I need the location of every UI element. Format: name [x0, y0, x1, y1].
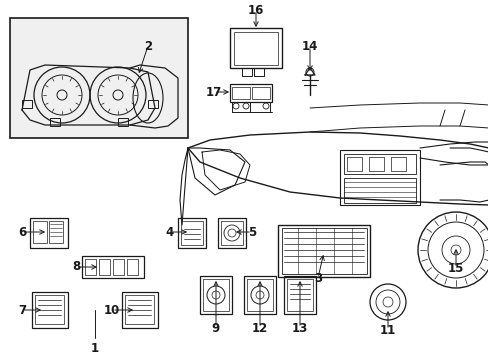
- Bar: [253, 68, 264, 76]
- Bar: [127, 259, 138, 275]
- Bar: [30, 218, 68, 248]
- Bar: [368, 157, 383, 171]
- Text: 9: 9: [211, 321, 220, 334]
- Bar: [229, 28, 282, 68]
- Bar: [246, 279, 272, 311]
- Bar: [22, 100, 32, 108]
- Text: 16: 16: [247, 4, 264, 17]
- Bar: [113, 259, 124, 275]
- Text: 4: 4: [165, 225, 174, 238]
- Text: 12: 12: [251, 321, 267, 334]
- Bar: [286, 279, 312, 311]
- Bar: [122, 292, 158, 328]
- Bar: [178, 218, 205, 248]
- Bar: [231, 87, 249, 99]
- Bar: [221, 221, 243, 245]
- Bar: [339, 150, 419, 205]
- Text: 14: 14: [301, 40, 318, 53]
- Text: 3: 3: [313, 271, 322, 284]
- Bar: [218, 218, 245, 248]
- Text: 7: 7: [18, 303, 26, 316]
- Bar: [343, 178, 415, 203]
- Bar: [244, 276, 275, 314]
- Bar: [200, 276, 231, 314]
- Bar: [49, 221, 63, 243]
- Bar: [390, 157, 405, 171]
- Bar: [203, 279, 228, 311]
- Bar: [82, 256, 143, 278]
- Text: 5: 5: [247, 225, 256, 238]
- Bar: [35, 295, 64, 324]
- Text: 17: 17: [205, 85, 222, 99]
- Bar: [346, 157, 361, 171]
- Text: 11: 11: [379, 324, 395, 337]
- Bar: [242, 68, 251, 76]
- Bar: [50, 118, 60, 126]
- Bar: [282, 228, 366, 274]
- Bar: [118, 118, 128, 126]
- Bar: [229, 84, 271, 102]
- Bar: [32, 292, 68, 328]
- Bar: [343, 154, 415, 174]
- Bar: [234, 32, 278, 65]
- Bar: [284, 276, 315, 314]
- Bar: [278, 225, 369, 277]
- Text: 6: 6: [18, 225, 26, 238]
- Bar: [10, 18, 187, 138]
- Bar: [33, 221, 47, 243]
- Text: 2: 2: [143, 40, 152, 53]
- Bar: [99, 259, 110, 275]
- Bar: [85, 259, 96, 275]
- Text: 8: 8: [72, 261, 80, 274]
- Text: 15: 15: [447, 261, 463, 274]
- Text: 13: 13: [291, 321, 307, 334]
- Bar: [181, 221, 203, 245]
- Bar: [251, 87, 269, 99]
- Bar: [125, 295, 154, 324]
- Bar: [148, 100, 158, 108]
- Text: 10: 10: [103, 303, 120, 316]
- Text: 1: 1: [91, 342, 99, 355]
